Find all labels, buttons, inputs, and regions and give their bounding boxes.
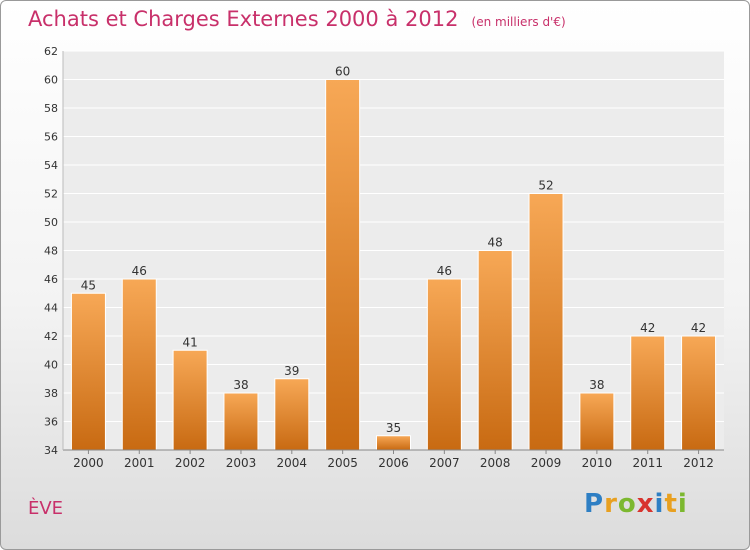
- bars: 45 46 41 38 39 60 35 46 48 52 38 42 42: [70, 65, 717, 451]
- bar-2007: [426, 278, 462, 451]
- commune-name: ÈVE: [28, 498, 64, 519]
- x-tick-label-2002: 2002: [175, 456, 206, 470]
- x-tick-label-2006: 2006: [378, 456, 409, 470]
- y-tick-label: 46: [44, 273, 58, 286]
- x-tick-label-2003: 2003: [226, 456, 257, 470]
- bar-2001: [121, 278, 157, 451]
- data-label-2010: 38: [589, 378, 604, 392]
- bar-2005: [325, 79, 361, 451]
- y-tick-label: 40: [44, 359, 58, 372]
- x-tick-label-2000: 2000: [73, 456, 104, 470]
- logo-letter: i: [654, 489, 665, 519]
- y-tick-label: 58: [44, 102, 58, 115]
- data-label-2004: 39: [284, 364, 299, 378]
- chart-title-block: Achats et Charges Externes 2000 à 2012 (…: [28, 7, 566, 31]
- data-label-2005: 60: [335, 65, 350, 79]
- x-tick-label-2004: 2004: [277, 456, 308, 470]
- bar-2004: [274, 378, 310, 451]
- x-axis-tick-labels: 2000 2001 2002 2003 2004 2005 2006 2007 2008 2009…: [73, 450, 714, 470]
- x-tick-label-2005: 2005: [327, 456, 358, 470]
- bar-2008: [477, 250, 513, 451]
- x-tick-label-2008: 2008: [480, 456, 511, 470]
- data-label-2003: 38: [233, 378, 248, 392]
- bar-2012: [681, 335, 717, 451]
- data-label-2007: 46: [437, 264, 452, 278]
- y-tick-label: 62: [44, 45, 58, 58]
- bar-2011: [630, 335, 666, 451]
- logo-letter: r: [604, 489, 618, 519]
- data-label-2012: 42: [691, 321, 706, 335]
- y-tick-label: 42: [44, 330, 58, 343]
- logo-letter: i: [677, 489, 688, 519]
- y-tick-label: 34: [44, 444, 58, 457]
- bar-2009: [528, 193, 564, 451]
- x-tick-label-2007: 2007: [429, 456, 460, 470]
- y-tick-label: 38: [44, 387, 58, 400]
- x-tick-label-2001: 2001: [124, 456, 155, 470]
- x-tick-label-2012: 2012: [683, 456, 714, 470]
- bar-2000: [70, 292, 106, 451]
- logo-letter: o: [617, 489, 637, 519]
- x-tick-label-2010: 2010: [582, 456, 613, 470]
- y-tick-label: 44: [44, 302, 58, 315]
- y-tick-label: 54: [44, 159, 58, 172]
- x-tick-label-2011: 2011: [632, 456, 663, 470]
- data-label-2002: 41: [182, 335, 197, 349]
- data-label-2009: 52: [538, 179, 553, 193]
- data-label-2006: 35: [386, 421, 401, 435]
- logo-letter: x: [636, 489, 655, 519]
- x-tick-label-2009: 2009: [531, 456, 562, 470]
- chart-title: Achats et Charges Externes 2000 à 2012: [28, 7, 459, 31]
- logo-letter: P: [584, 489, 605, 519]
- bar-2010: [579, 392, 615, 451]
- grid-lines: [63, 50, 724, 451]
- data-label-2001: 46: [132, 264, 147, 278]
- logo-letter: t: [664, 489, 678, 519]
- data-label-2008: 48: [488, 236, 503, 250]
- proxiti-logo[interactable]: Proxiti: [584, 489, 688, 519]
- y-tick-label: 36: [44, 416, 58, 429]
- y-tick-label: 60: [44, 74, 58, 87]
- y-axis-tick-labels: 34 36 38 40 42 44 46 48 50 52 54 56 58 60 62: [44, 45, 58, 457]
- bar-2002: [172, 349, 208, 451]
- y-tick-label: 48: [44, 245, 58, 258]
- data-label-2011: 42: [640, 321, 655, 335]
- y-tick-label: 50: [44, 216, 58, 229]
- chart-subtitle: (en milliers d'€): [471, 15, 566, 29]
- data-label-2000: 45: [81, 278, 96, 292]
- bar-2006: [376, 435, 411, 451]
- y-tick-label: 52: [44, 188, 58, 201]
- bar-2003: [223, 392, 259, 451]
- y-tick-label: 56: [44, 131, 58, 144]
